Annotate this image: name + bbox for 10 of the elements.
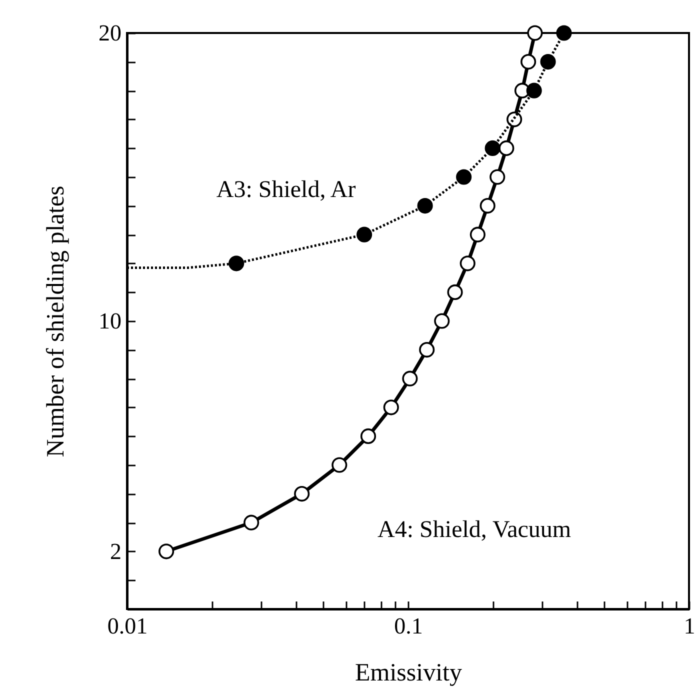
annotation: A3: Shield, Ar (216, 177, 356, 204)
x-axis-title: Emissivity (355, 660, 462, 686)
y-tick-label: 2 (110, 538, 122, 564)
y-tick-label: 20 (98, 20, 122, 46)
x-tick-label: 0.1 (394, 614, 423, 638)
x-tick-label: 0.01 (107, 614, 148, 638)
y-tick-label: 10 (98, 308, 122, 334)
annotation: A4: Shield, Vacuum (378, 517, 572, 544)
x-tick-label: 1 (684, 614, 696, 638)
y-axis-title: Number of shielding plates (42, 186, 70, 458)
